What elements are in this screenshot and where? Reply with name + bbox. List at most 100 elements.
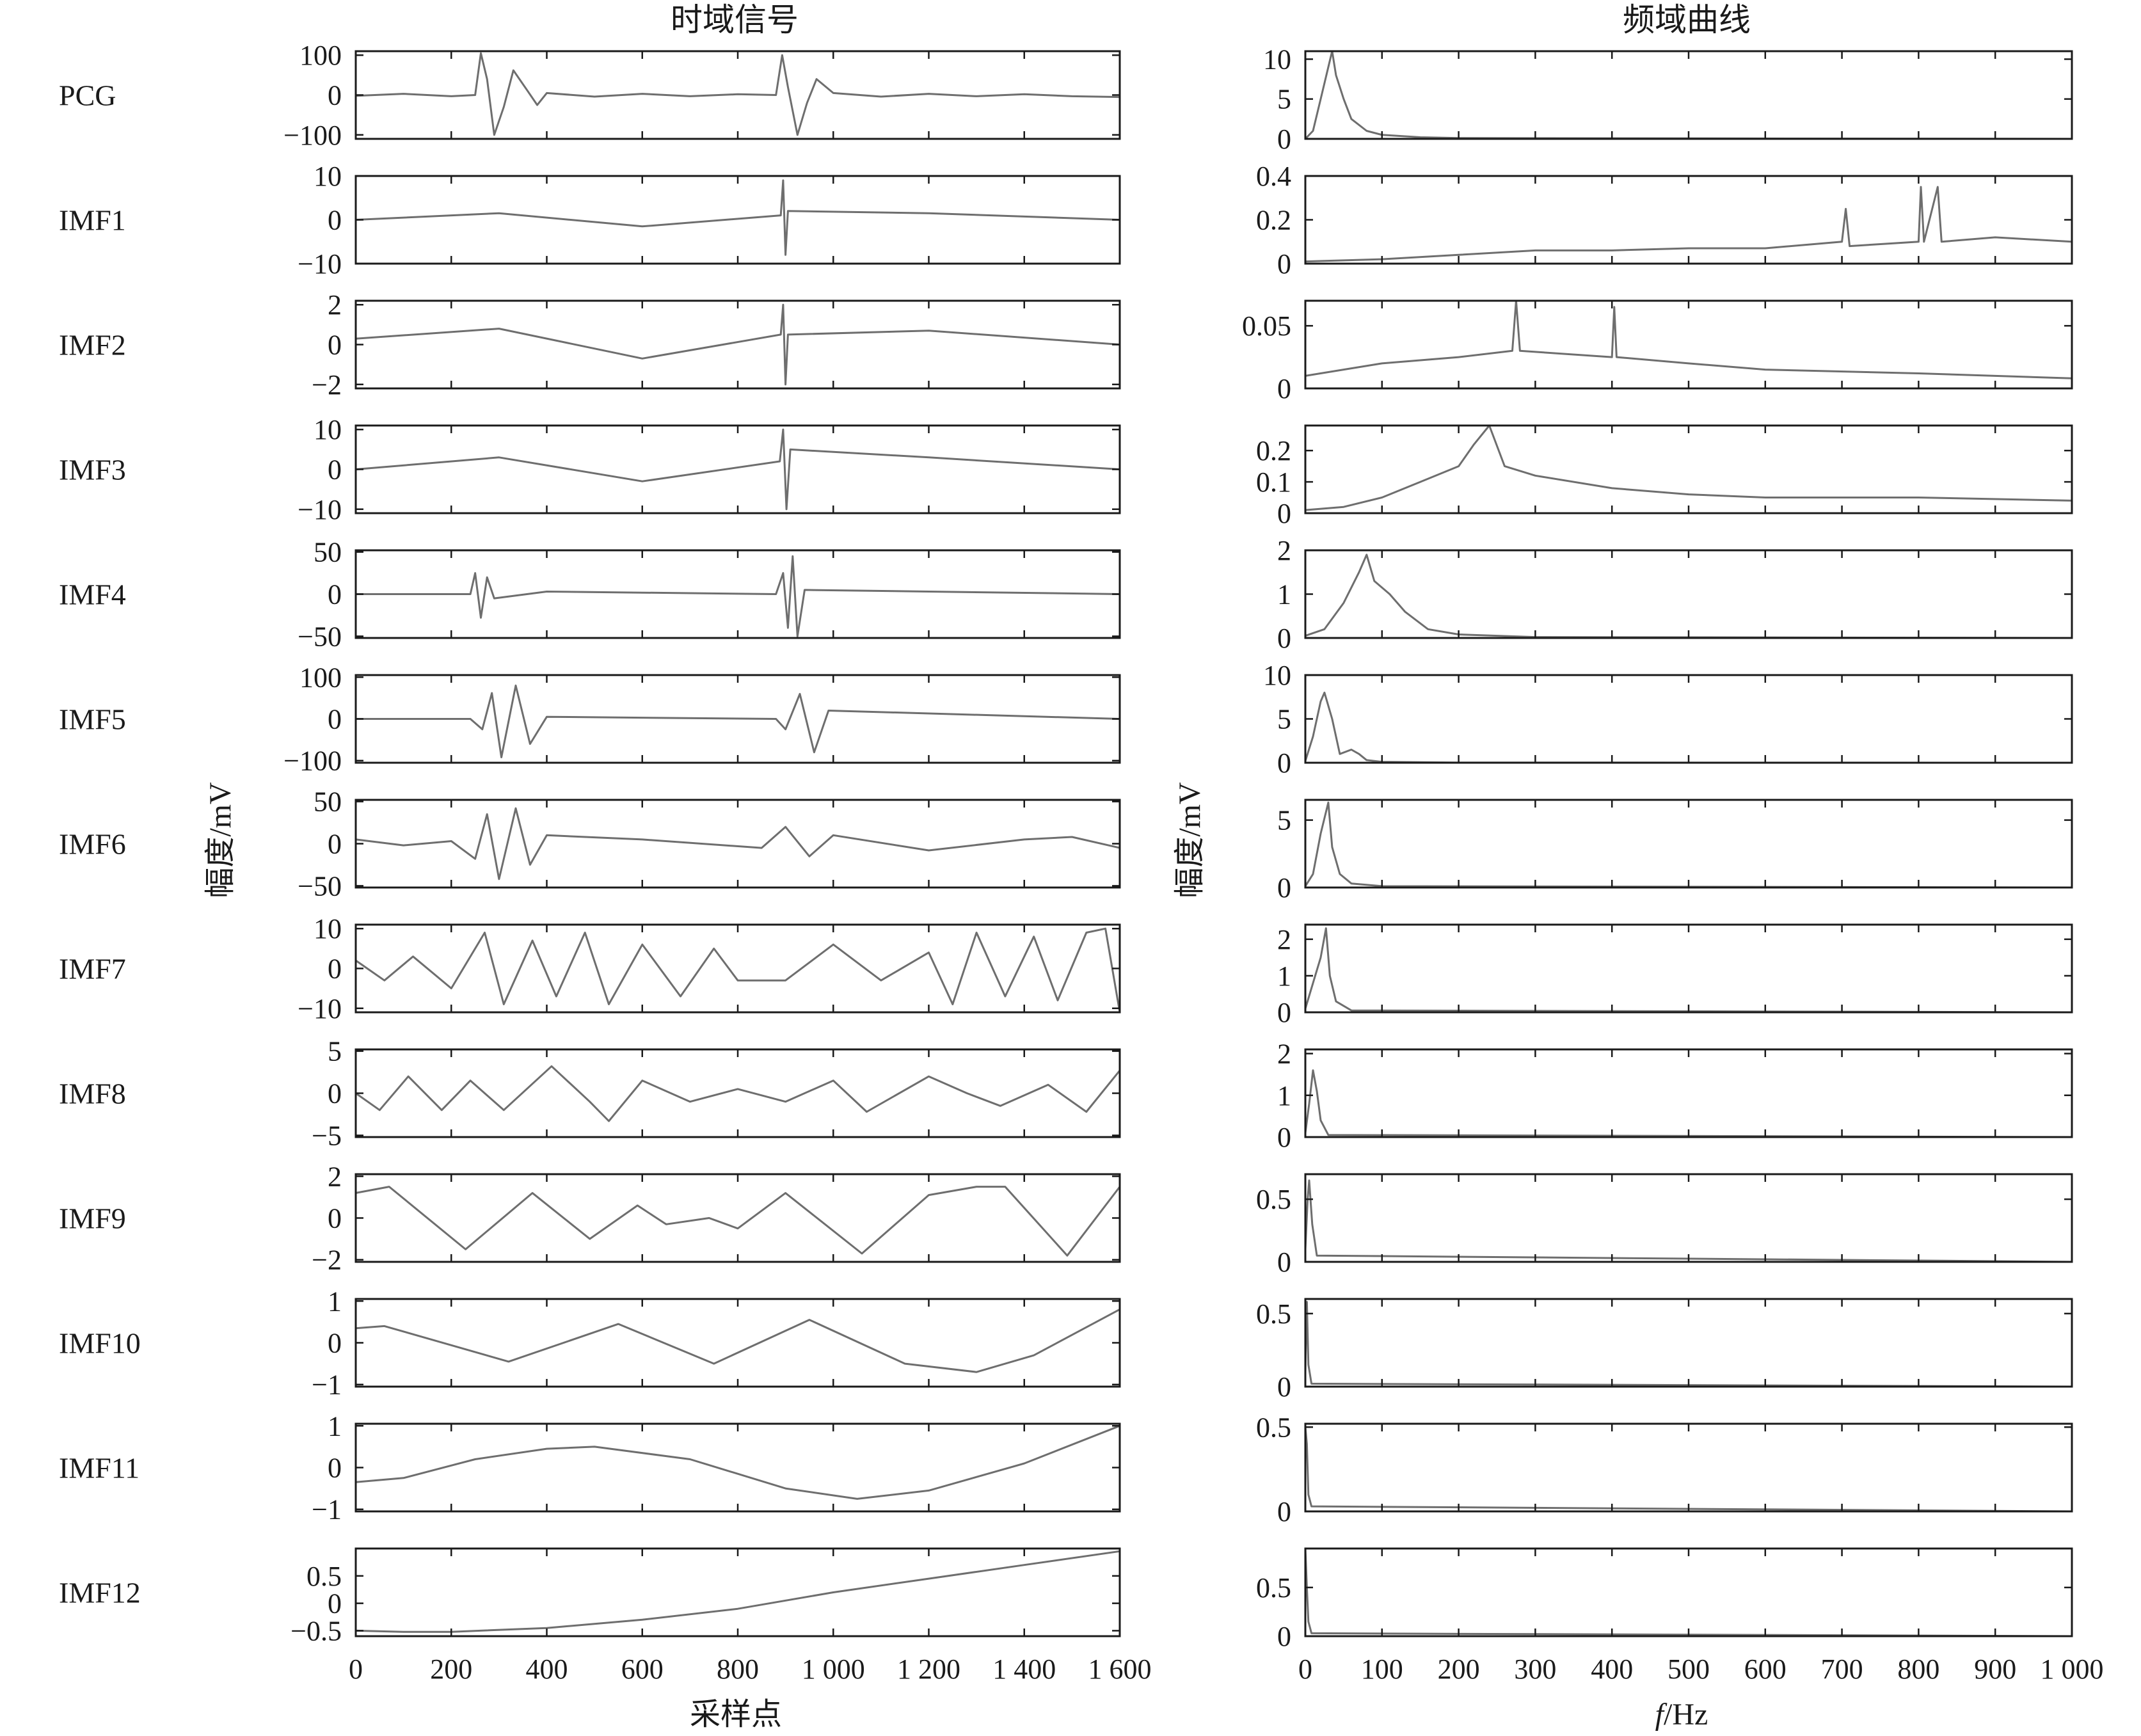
x-tick-label: 1 400 [992,1653,1056,1685]
freq-frame-imf8 [1304,1048,2073,1138]
y-tick-label: −50 [298,870,342,902]
time-panel-imf2: 2 0 −2 [312,289,1121,401]
time-panel-imf11: 1 0 −1 [312,1410,1121,1525]
y-tick-label: 5 [328,1036,342,1067]
freq-trace-imf9 [1304,1179,2073,1263]
time-trace-imf7 [355,927,1121,1013]
freq-panel-imf11: 0.50 [1256,1412,2073,1527]
row-label-imf1: IMF1 [59,204,126,237]
y-tick-label: 0.5 [1256,1572,1291,1604]
y-tick-label: 0 [328,953,342,985]
time-trace-pcg [355,52,1120,136]
y-tick-label: −2 [312,369,342,401]
time-trace-imf12 [355,1550,1120,1633]
left-column-title: 时域信号 [671,2,799,38]
time-panel-imf6: 50 0 −50 [298,786,1121,902]
row-label-imf2: IMF2 [59,329,126,362]
time-panel-imf9: 2 0 −2 [312,1161,1121,1276]
x-tick-label: 900 [1974,1653,2016,1685]
freq-frame-pcg [1304,50,2073,140]
y-tick-label: 0 [328,330,342,361]
y-tick-label: 50 [314,786,342,818]
freq-panel-imf2: 0.05 0 [1242,299,2073,404]
time-frame-imf1 [354,175,1121,265]
freq-trace-imf1 [1305,186,2073,263]
x-tick-label: 200 [1438,1653,1480,1685]
y-tick-label: −10 [298,248,342,280]
time-panel-imf12: 0.50−0.50 200 400 600 800 1 000 1 200 1 400 1 60… [291,1547,1152,1685]
time-frame-imf7 [354,923,1121,1014]
y-tick-label: 2 [328,1161,342,1192]
row-label-imf4: IMF4 [59,578,126,611]
x-tick-label: 300 [1514,1653,1556,1685]
time-frame-imf3 [354,424,1121,514]
time-trace-imf4 [356,555,1120,637]
time-frame-imf8 [354,1048,1121,1138]
y-tick-label: 0 [328,205,342,236]
freq-trace-imf8 [1304,1069,2073,1138]
y-tick-label: 0 [328,1453,342,1484]
y-tick-label: 0 [1277,623,1291,654]
y-tick-label: 10 [314,913,342,944]
y-tick-label: 1 [328,1286,342,1317]
y-tick-label: 10 [314,161,342,192]
time-panel-imf7: 10 0 −10 [298,913,1121,1024]
time-frame-imf10 [354,1298,1121,1388]
y-tick-label: 0 [1277,373,1291,404]
freq-frame-imf1 [1304,175,2073,265]
y-tick-label: −5 [312,1120,342,1151]
x-tick-label: 700 [1821,1653,1863,1685]
y-tick-label: 1 [1277,960,1291,992]
freq-trace-imf11 [1304,1427,2073,1513]
freq-panel-pcg: 10 5 0 [1263,44,2073,155]
y-tick-label: 2 [1277,924,1291,955]
time-panel-imf5: 100 0 −100 [283,662,1121,777]
y-tick-label: 0 [1277,1621,1291,1652]
x-tick-label: 400 [526,1653,568,1685]
freq-panel-imf10: 0.50 [1256,1298,2073,1403]
time-panel-imf3: 10 0 −10 [298,414,1121,525]
y-tick-label: 0 [328,1078,342,1110]
y-tick-label: 0.1 [1256,466,1291,498]
y-tick-label: 0.2 [1256,435,1291,466]
freq-trace-imf6 [1304,801,2073,889]
freq-trace-imf12 [1304,1548,2073,1637]
y-tick-label: −10 [298,494,342,525]
y-tick-label: 0.05 [1242,310,1291,342]
y-tick-label: 2 [1277,1039,1291,1070]
row-label-imf7: IMF7 [59,953,126,985]
right-x-axis-label: f/Hz [1655,1698,1708,1732]
freq-panel-imf4: 2 1 0 [1277,535,2073,654]
y-tick-label: −100 [283,745,342,777]
time-trace-imf10 [355,1308,1120,1373]
time-trace-imf9 [355,1186,1121,1257]
y-tick-label: −50 [298,621,342,652]
y-tick-label: 0.5 [1256,1298,1291,1330]
right-column-title: 频域曲线 [1623,2,1751,38]
y-tick-label: 0 [328,1203,342,1234]
x-tick-label: 800 [717,1653,759,1685]
row-label-imf12: IMF12 [59,1577,141,1609]
freq-panel-imf6: 50 [1277,799,2073,904]
freq-panel-imf3: 0.20.10 [1256,424,2073,529]
y-tick-label: 0.5 [1256,1184,1291,1215]
freq-panel-imf9: 0.50 [1256,1173,2073,1278]
y-tick-label: −100 [283,120,342,151]
y-tick-label: 2 [1277,535,1291,566]
y-tick-label: 50 [314,537,342,568]
x-tick-label: 1 000 [802,1653,865,1685]
y-tick-label: 100 [299,662,342,693]
freq-panel-imf7: 2 1 0 [1277,923,2073,1028]
time-trace-imf2 [355,303,1120,386]
y-tick-label: 1 [328,1410,342,1442]
frequency-domain-panels: 10500.40.200.0500.20.102101050502102100.… [1242,44,2104,1685]
y-tick-label: 2 [328,289,342,321]
row-labels: PCG IMF1 IMF2 IMF3 IMF4 IMF5 IMF6 IMF7 IMF8 IMF9 I… [59,79,141,1609]
y-tick-label: 0 [1277,498,1291,529]
x-tick-label: 200 [430,1653,472,1685]
y-tick-label: 0 [328,454,342,486]
y-tick-label: −10 [298,993,342,1024]
x-tick-label: 1 600 [1088,1653,1152,1685]
freq-frame-imf6 [1304,799,2073,889]
